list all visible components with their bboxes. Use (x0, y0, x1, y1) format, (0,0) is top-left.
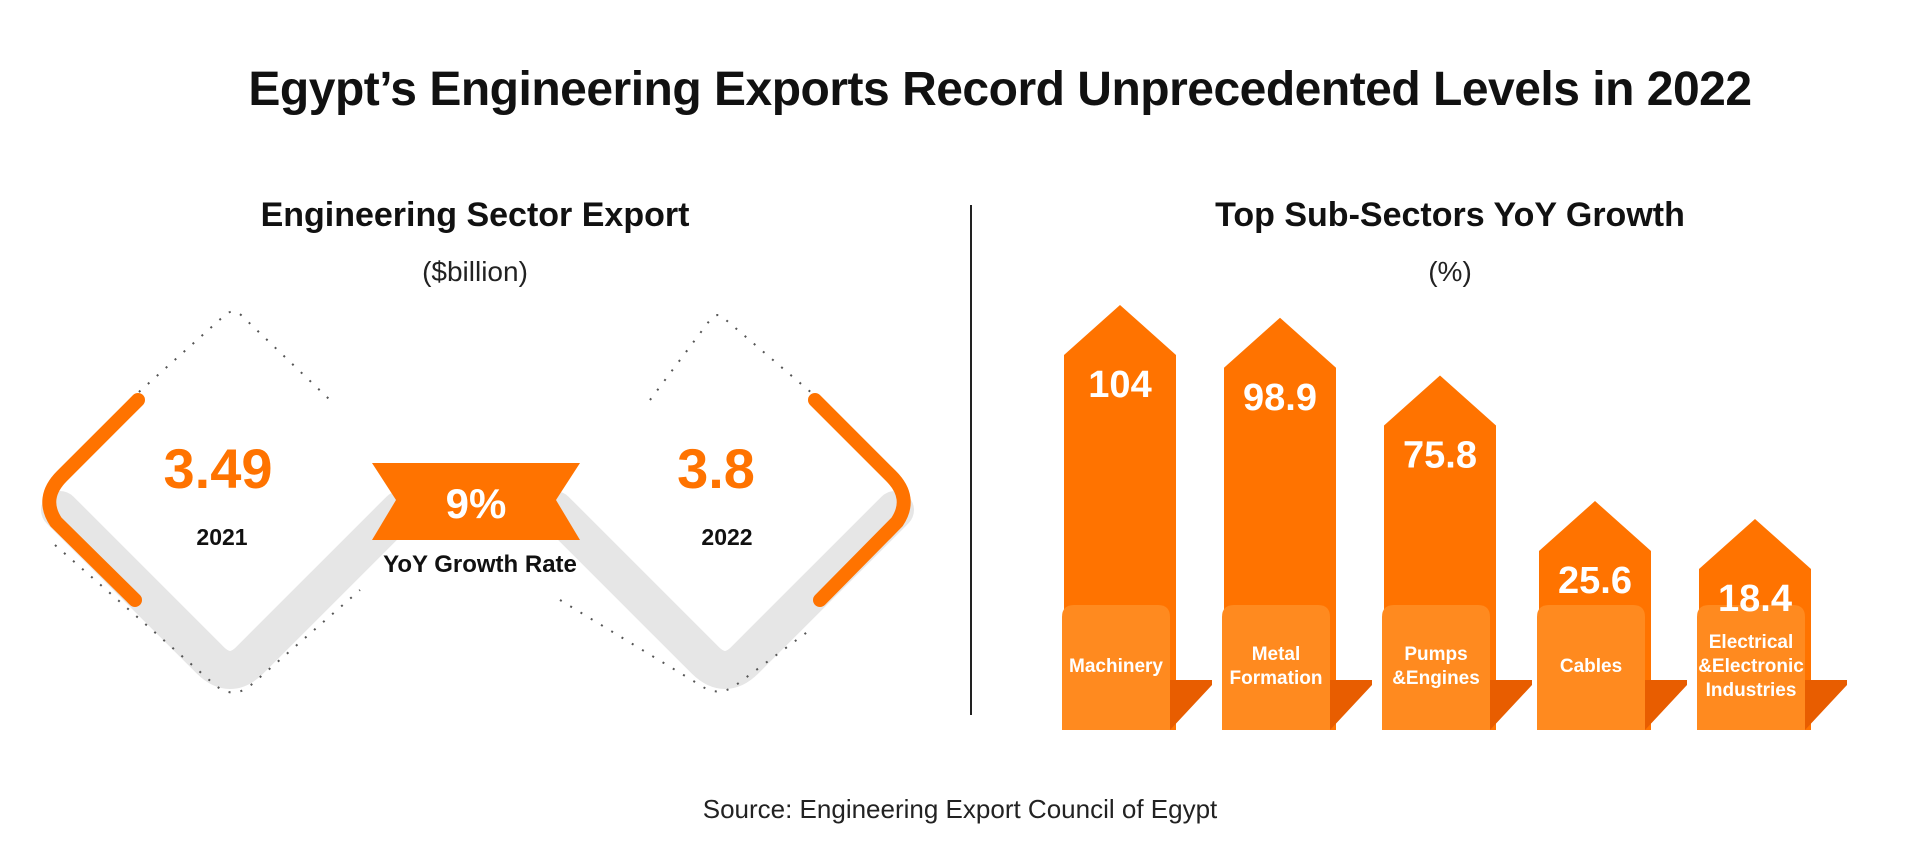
growth-value: 9% (446, 480, 507, 527)
diamond-2022-shadow (536, 491, 914, 689)
right-panel-title: Top Sub-Sectors YoY Growth (1215, 196, 1685, 234)
subsector-block-side (1170, 680, 1212, 730)
right-panel-unit: (%) (1428, 256, 1472, 287)
subsector-value-label: 18.4 (1718, 578, 1792, 620)
subsector-value-label: 75.8 (1403, 435, 1477, 477)
subsector-value-label: 25.6 (1558, 560, 1632, 602)
subsector-category-label: Machinery (1069, 656, 1163, 677)
subsector-block-side (1330, 680, 1372, 730)
subsector-block (1382, 605, 1490, 730)
left-panel-title: Engineering Sector Export (260, 196, 690, 234)
subsector-category-label: Electrical (1709, 632, 1794, 653)
subsector-block-side (1490, 680, 1532, 730)
left-panel-unit: ($billion) (422, 256, 528, 287)
subsector-category-label: Cables (1560, 656, 1622, 677)
diamond-2022-accent (808, 393, 911, 607)
diamond-2021-accent (42, 393, 145, 607)
subsector-block-side (1805, 680, 1847, 730)
subsector-category-label: &Electronic (1698, 656, 1804, 677)
panel-divider (970, 205, 972, 715)
export-diamonds-graphic: 9% YoY Growth Rate 3.49 2021 3.8 2022 (41, 310, 914, 694)
diamond-2021-shadow (41, 491, 419, 689)
subsector-growth-chart: 104 Machinery 98.9 Metal Formation 75.8 Pumps &… (1062, 305, 1847, 730)
subsector-category-label: Pumps (1404, 644, 1467, 665)
growth-label: YoY Growth Rate (383, 551, 577, 578)
main-title: Egypt’s Engineering Exports Record Unpre… (248, 63, 1752, 116)
source-note: Source: Engineering Export Council of Eg… (702, 794, 1218, 824)
subsector-value-label: 104 (1088, 364, 1151, 406)
growth-ribbon (372, 463, 580, 540)
subsector-category-label: Metal (1252, 644, 1301, 665)
subsector-block (1537, 605, 1645, 730)
subsector-value-label: 98.9 (1243, 377, 1317, 419)
subsector-block-side (1645, 680, 1687, 730)
export-value-2022: 3.8 (677, 437, 755, 500)
subsector-block (1222, 605, 1330, 730)
diamond-2022-outline (559, 314, 821, 693)
export-year-2022: 2022 (701, 524, 752, 550)
diamond-2021-outline (54, 310, 361, 694)
export-year-2021: 2021 (196, 524, 247, 550)
subsector-block (1062, 605, 1170, 730)
export-value-2021: 3.49 (164, 437, 273, 500)
subsector-category-label: Formation (1230, 668, 1323, 689)
subsector-category-label: &Engines (1392, 668, 1480, 689)
subsector-block (1697, 605, 1805, 730)
subsector-category-label: Industries (1706, 680, 1797, 701)
